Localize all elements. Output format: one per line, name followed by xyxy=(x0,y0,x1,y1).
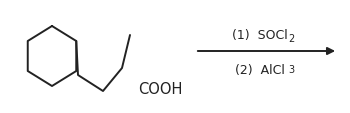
Text: 2: 2 xyxy=(288,34,294,44)
Text: COOH: COOH xyxy=(138,81,182,96)
Text: 3: 3 xyxy=(288,64,294,74)
Text: (2)  AlCl: (2) AlCl xyxy=(235,63,285,76)
Text: (1)  SOCl: (1) SOCl xyxy=(232,29,288,42)
